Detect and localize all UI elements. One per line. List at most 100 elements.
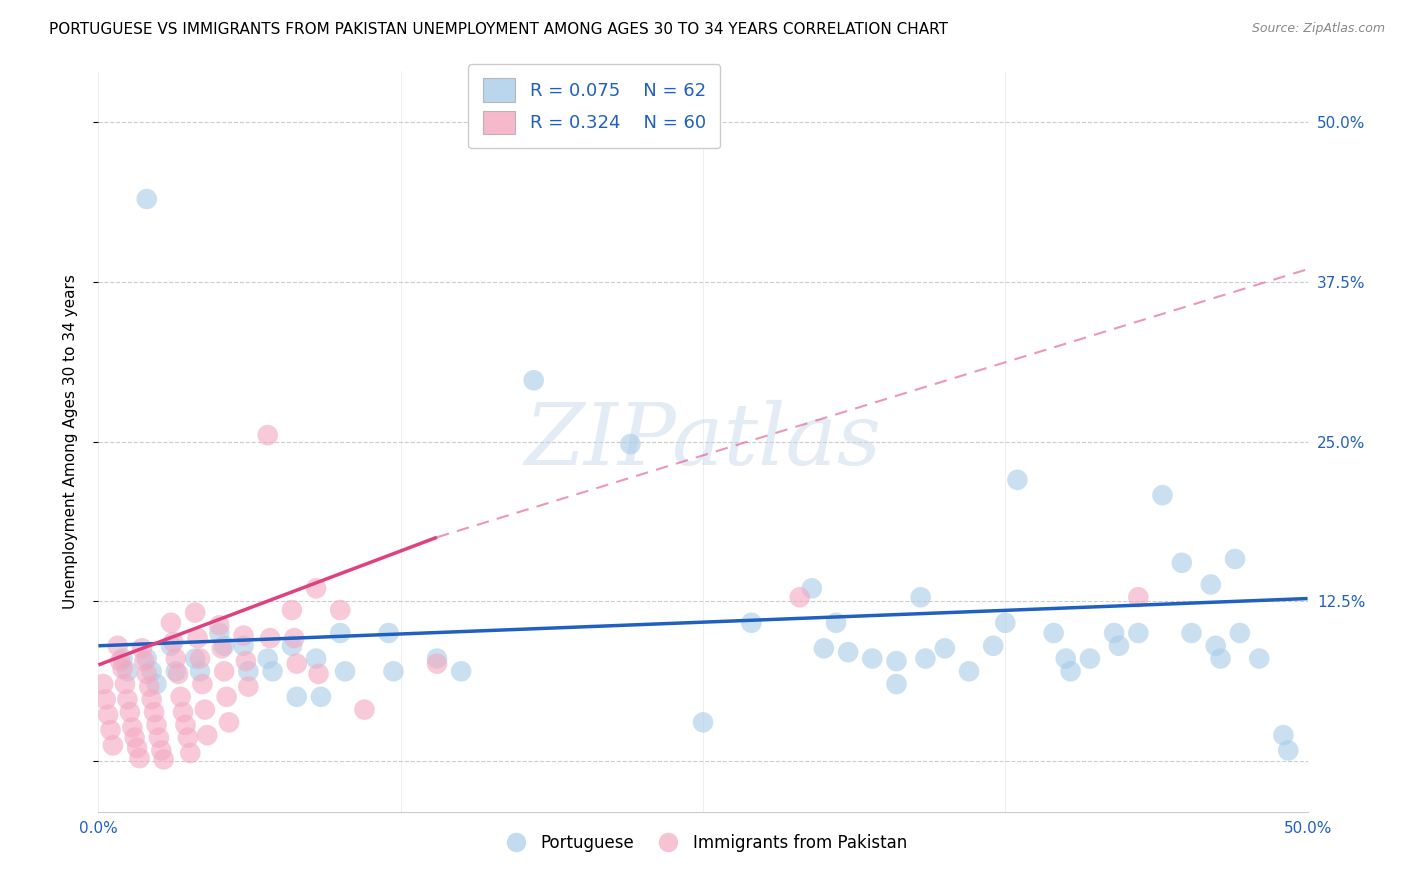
Point <box>377 626 399 640</box>
Point <box>212 665 235 679</box>
Point <box>1205 639 1227 653</box>
Point <box>177 731 200 745</box>
Point <box>1272 728 1295 742</box>
Text: ZIPatlas: ZIPatlas <box>524 401 882 483</box>
Point <box>262 665 284 679</box>
Point <box>188 651 211 665</box>
Point <box>117 665 139 679</box>
Point <box>118 705 141 719</box>
Point <box>128 751 150 765</box>
Point <box>1059 665 1081 679</box>
Point <box>333 665 356 679</box>
Point <box>1199 577 1222 591</box>
Point <box>108 654 131 668</box>
Point <box>1223 552 1246 566</box>
Point <box>1128 591 1150 605</box>
Point <box>211 641 233 656</box>
Point <box>910 591 932 605</box>
Point <box>619 437 641 451</box>
Point <box>191 677 214 691</box>
Point <box>426 651 449 665</box>
Point <box>143 705 166 719</box>
Point <box>789 591 811 605</box>
Point <box>523 373 546 387</box>
Point <box>1054 651 1077 665</box>
Point <box>353 703 375 717</box>
Point <box>860 651 883 665</box>
Point <box>135 192 157 206</box>
Point <box>309 690 332 704</box>
Point <box>135 666 157 681</box>
Point <box>111 662 134 676</box>
Point <box>914 651 936 665</box>
Point <box>934 641 956 656</box>
Text: PORTUGUESE VS IMMIGRANTS FROM PAKISTAN UNEMPLOYMENT AMONG AGES 30 TO 34 YEARS CO: PORTUGUESE VS IMMIGRANTS FROM PAKISTAN U… <box>49 22 948 37</box>
Point <box>382 665 405 679</box>
Point <box>1042 626 1064 640</box>
Point <box>195 728 218 742</box>
Point <box>94 692 117 706</box>
Point <box>886 654 908 668</box>
Point <box>145 677 167 691</box>
Point <box>692 715 714 730</box>
Point <box>100 723 122 737</box>
Point <box>172 705 194 719</box>
Point <box>184 651 207 665</box>
Point <box>329 603 352 617</box>
Point <box>281 603 304 617</box>
Point <box>232 629 254 643</box>
Point <box>825 615 848 630</box>
Point <box>208 626 231 640</box>
Point <box>162 635 184 649</box>
Point <box>148 731 170 745</box>
Point <box>981 639 1004 653</box>
Point <box>994 615 1017 630</box>
Point <box>101 739 124 753</box>
Point <box>208 618 231 632</box>
Point <box>124 731 146 745</box>
Point <box>283 631 305 645</box>
Point <box>117 692 139 706</box>
Point <box>238 680 260 694</box>
Point <box>256 428 278 442</box>
Point <box>1102 626 1125 640</box>
Point <box>127 740 149 755</box>
Point <box>1277 743 1299 757</box>
Point <box>886 677 908 691</box>
Point <box>165 651 187 665</box>
Point <box>1171 556 1194 570</box>
Point <box>259 631 281 645</box>
Point <box>145 718 167 732</box>
Point <box>218 715 240 730</box>
Point <box>160 639 183 653</box>
Point <box>167 666 190 681</box>
Point <box>1249 651 1271 665</box>
Point <box>813 641 835 656</box>
Point <box>215 690 238 704</box>
Point <box>111 651 134 665</box>
Point <box>141 692 163 706</box>
Point <box>165 665 187 679</box>
Point <box>957 665 980 679</box>
Point <box>837 645 859 659</box>
Point <box>1209 651 1232 665</box>
Point <box>426 657 449 671</box>
Point <box>305 582 328 596</box>
Point <box>285 690 308 704</box>
Point <box>121 721 143 735</box>
Point <box>1007 473 1029 487</box>
Point <box>256 651 278 665</box>
Point <box>187 631 209 645</box>
Point <box>91 677 114 691</box>
Legend: Portuguese, Immigrants from Pakistan: Portuguese, Immigrants from Pakistan <box>492 828 914 859</box>
Point <box>134 654 156 668</box>
Y-axis label: Unemployment Among Ages 30 to 34 years: Unemployment Among Ages 30 to 34 years <box>63 274 77 609</box>
Point <box>160 615 183 630</box>
Point <box>141 665 163 679</box>
Point <box>740 615 762 630</box>
Point <box>174 718 197 732</box>
Point <box>450 665 472 679</box>
Point <box>188 665 211 679</box>
Point <box>305 651 328 665</box>
Point <box>232 639 254 653</box>
